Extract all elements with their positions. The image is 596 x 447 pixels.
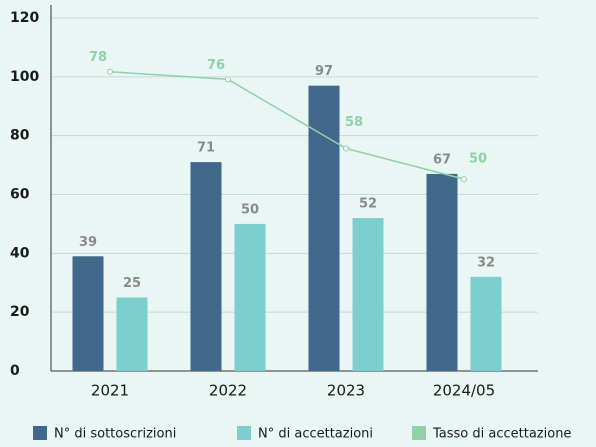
line-point xyxy=(225,76,231,83)
data-label: 25 xyxy=(123,276,141,291)
y-tick-label: 80 xyxy=(10,128,30,144)
x-tick-label: 2021 xyxy=(91,382,129,400)
y-tick-label: 100 xyxy=(10,69,39,85)
bar xyxy=(426,173,458,371)
x-tick-label: 2022 xyxy=(209,382,247,400)
bar xyxy=(352,218,384,371)
line-point xyxy=(107,68,113,75)
bar xyxy=(72,256,104,371)
data-label: 71 xyxy=(197,141,215,156)
line xyxy=(109,70,465,180)
x-tick-label: 2023 xyxy=(327,382,365,400)
data-label: 58 xyxy=(345,115,363,130)
data-label: 67 xyxy=(433,152,451,167)
data-label: 50 xyxy=(241,202,259,217)
legend-swatch xyxy=(412,426,426,440)
line-point xyxy=(343,145,349,152)
data-label: 97 xyxy=(315,64,333,79)
data-label: 32 xyxy=(477,255,495,270)
data-label: 50 xyxy=(469,152,487,167)
x-tick-label: 2024/05 xyxy=(433,382,495,400)
y-tick-label: 0 xyxy=(10,363,20,379)
y-tick-label: 20 xyxy=(10,304,30,320)
bar xyxy=(234,223,266,371)
line-point xyxy=(461,176,467,183)
y-tick-label: 60 xyxy=(10,187,30,203)
bar xyxy=(470,276,502,371)
legend-label: N° di accettazioni xyxy=(258,427,373,442)
bar xyxy=(190,162,222,371)
bar xyxy=(308,85,340,372)
data-label: 76 xyxy=(207,58,225,73)
y-tick-label: 120 xyxy=(10,10,39,26)
data-label: 52 xyxy=(359,197,377,212)
data-label: 39 xyxy=(79,235,97,250)
legend-swatch xyxy=(33,426,47,440)
legend-swatch xyxy=(237,426,251,440)
bar xyxy=(116,297,148,371)
data-label: 78 xyxy=(89,50,107,65)
legend-label: Tasso di accettazione xyxy=(432,427,571,442)
legend-label: N° di sottoscrizioni xyxy=(54,427,176,442)
y-tick-label: 40 xyxy=(10,245,30,261)
